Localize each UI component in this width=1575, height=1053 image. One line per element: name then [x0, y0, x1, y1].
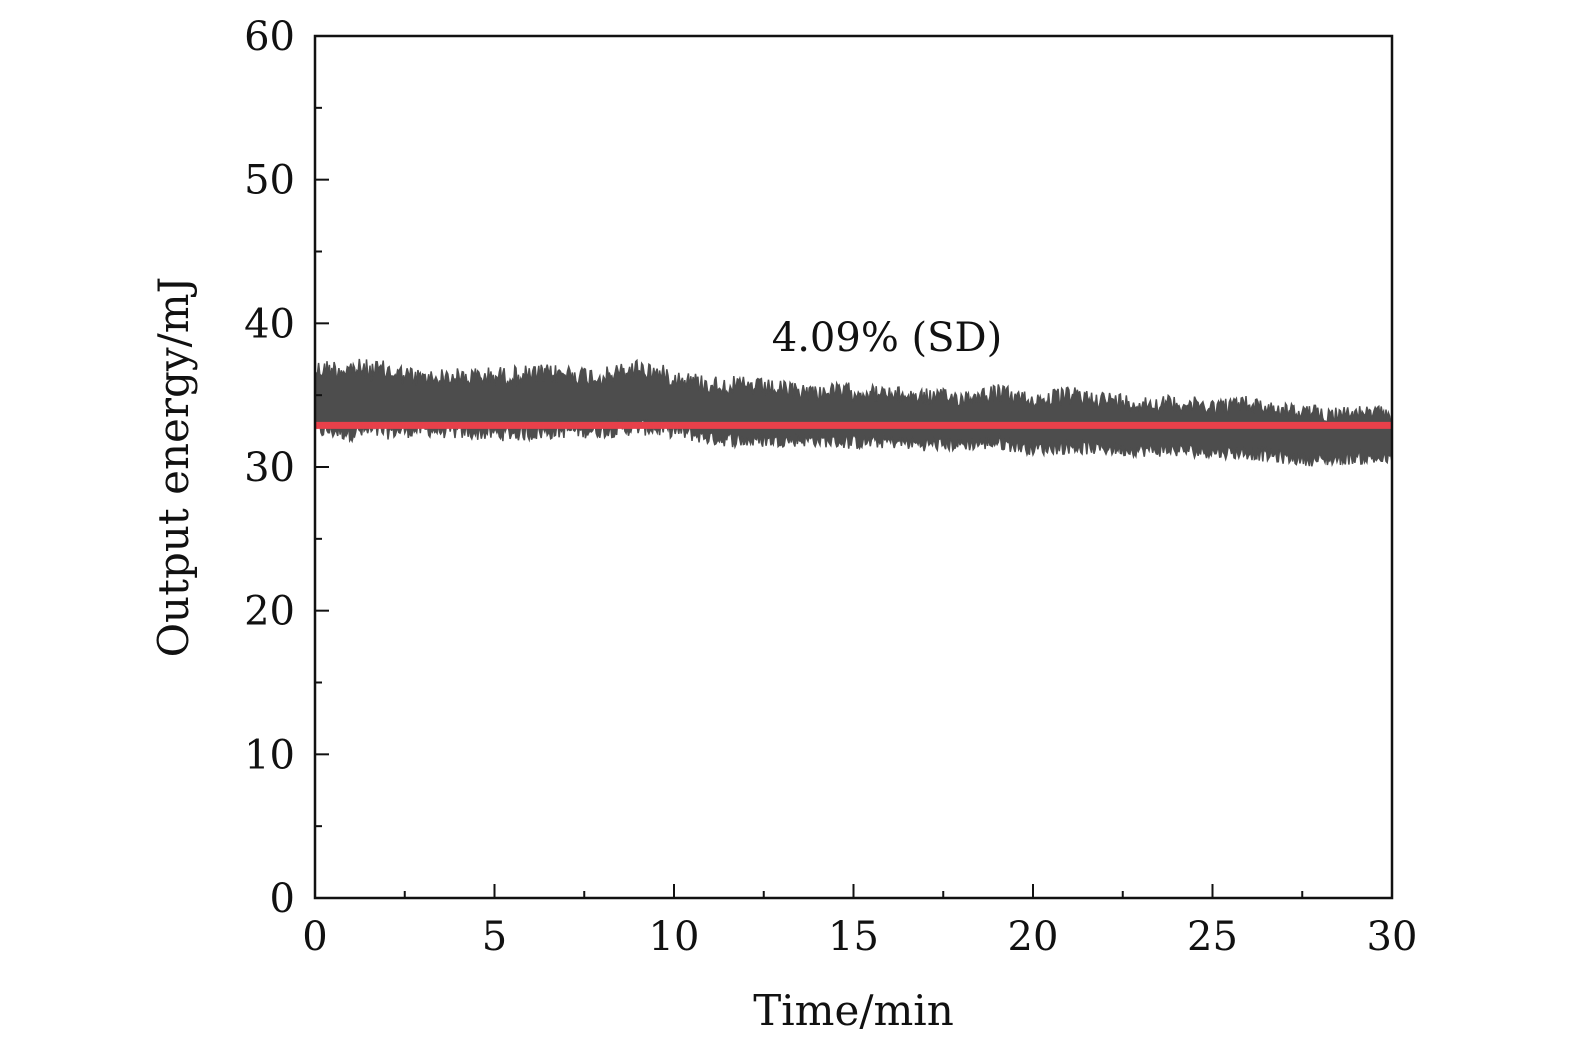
x-tick-label: 0 [302, 914, 327, 960]
x-axis-title: Time/min [753, 986, 954, 1035]
y-tick-label: 50 [244, 158, 295, 204]
y-tick-label: 30 [244, 445, 295, 491]
x-axis: 0 5 10 15 20 25 30 [302, 884, 1417, 960]
x-tick-label: 5 [482, 914, 507, 960]
y-tick-label: 20 [244, 589, 295, 635]
sd-annotation: 4.09% (SD) [772, 315, 1002, 361]
y-tick-label: 0 [270, 876, 295, 922]
y-axis-title: Output energy/mJ [149, 277, 198, 658]
signal-trace [314, 358, 1393, 467]
x-tick-label: 25 [1187, 914, 1238, 960]
x-tick-label: 15 [828, 914, 879, 960]
x-tick-label: 20 [1008, 914, 1059, 960]
x-tick-label: 30 [1367, 914, 1418, 960]
y-tick-label: 10 [244, 732, 295, 778]
y-tick-label: 60 [244, 14, 295, 60]
plot-area [313, 34, 1394, 900]
y-tick-label: 40 [244, 301, 295, 347]
x-tick-label: 10 [649, 914, 700, 960]
plot-frame [313, 34, 1394, 900]
y-axis: 0 10 20 30 40 50 60 [244, 14, 329, 922]
